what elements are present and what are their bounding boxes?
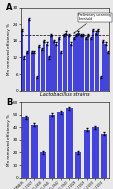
Bar: [106, 52, 108, 91]
Bar: [48, 57, 50, 91]
Bar: [22, 117, 29, 178]
Bar: [82, 35, 84, 91]
Bar: [77, 33, 79, 91]
Bar: [65, 33, 67, 91]
Bar: [84, 38, 86, 91]
Bar: [62, 35, 64, 91]
Bar: [31, 52, 33, 91]
Bar: [89, 38, 91, 91]
Bar: [52, 41, 54, 91]
Y-axis label: Mn removed efficiency %: Mn removed efficiency %: [7, 23, 11, 75]
Bar: [104, 44, 106, 91]
Bar: [60, 52, 62, 91]
Bar: [38, 46, 40, 91]
Bar: [66, 108, 72, 178]
Bar: [100, 134, 107, 178]
Bar: [35, 77, 37, 91]
Bar: [50, 35, 52, 91]
Bar: [99, 77, 101, 91]
X-axis label: Lactobacillus strains: Lactobacillus strains: [40, 92, 89, 97]
Text: B: B: [6, 98, 13, 107]
Bar: [69, 44, 72, 91]
Bar: [91, 30, 93, 91]
Bar: [74, 35, 76, 91]
Bar: [48, 115, 55, 178]
Bar: [21, 30, 23, 91]
Bar: [57, 112, 63, 178]
Bar: [79, 35, 81, 91]
Bar: [91, 127, 98, 178]
Bar: [67, 35, 69, 91]
Bar: [101, 41, 103, 91]
Bar: [33, 52, 35, 91]
Bar: [96, 30, 98, 91]
Bar: [28, 19, 30, 91]
Bar: [43, 41, 45, 91]
Bar: [74, 153, 81, 178]
Bar: [40, 49, 42, 91]
Bar: [83, 130, 89, 178]
Bar: [31, 125, 37, 178]
Y-axis label: Mn removed efficiency %: Mn removed efficiency %: [7, 114, 11, 166]
Bar: [57, 38, 59, 91]
Bar: [72, 38, 74, 91]
Text: A: A: [6, 3, 13, 12]
Bar: [87, 35, 89, 91]
Bar: [55, 44, 57, 91]
Bar: [94, 33, 96, 91]
Bar: [40, 153, 46, 178]
Text: Preliminary screening
threshold: Preliminary screening threshold: [73, 13, 110, 33]
Bar: [23, 57, 25, 91]
Bar: [26, 52, 28, 91]
Bar: [45, 44, 47, 91]
